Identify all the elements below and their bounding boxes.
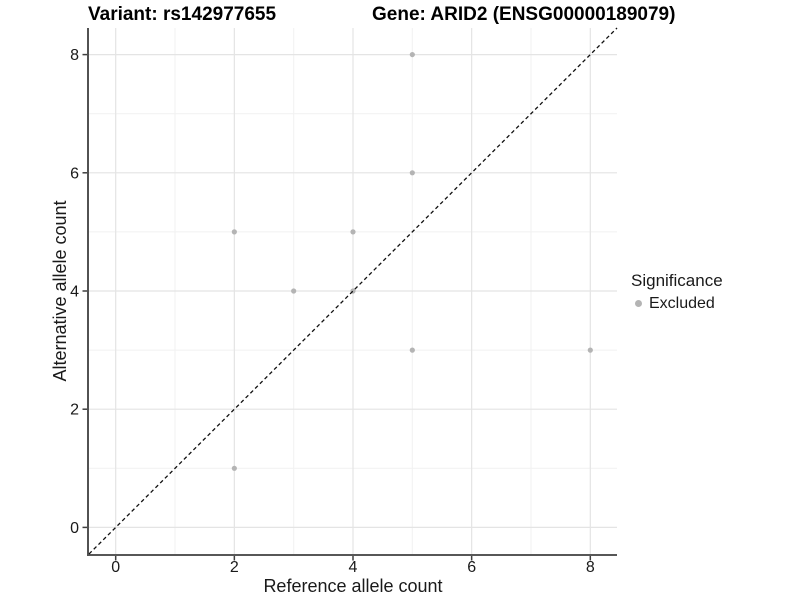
y-tick-label: 6 [70, 165, 79, 182]
data-point [350, 229, 356, 235]
data-point [587, 347, 593, 353]
identity-line [88, 27, 618, 555]
x-tick-label: 8 [586, 559, 595, 576]
data-point [409, 170, 415, 176]
plot-title-gene: Gene: ARID2 (ENSG00000189079) [372, 4, 676, 25]
legend-title: Significance [631, 271, 723, 290]
y-axis-title: Alternative allele count [50, 200, 70, 382]
excluded-point-icon [635, 299, 642, 307]
x-tick-label: 4 [349, 559, 358, 576]
data-point [231, 465, 237, 471]
y-tick-label: 0 [70, 520, 79, 537]
legend-item-label: Excluded [649, 294, 715, 312]
x-axis-title: Reference allele count [263, 576, 443, 596]
legend-item-excluded: Excluded [631, 295, 723, 313]
legend: Significance Excluded [631, 271, 723, 312]
data-point [291, 288, 297, 294]
y-tick-label: 8 [70, 47, 79, 64]
y-tick-label: 2 [70, 402, 79, 419]
x-tick-label: 0 [111, 559, 120, 576]
data-point [231, 229, 237, 235]
x-tick-label: 2 [230, 559, 239, 576]
x-tick-label: 6 [467, 559, 476, 576]
data-point [409, 347, 415, 353]
plot-title-variant: Variant: rs142977655 [88, 4, 277, 25]
y-tick-label: 4 [70, 284, 79, 301]
data-point [409, 51, 415, 58]
